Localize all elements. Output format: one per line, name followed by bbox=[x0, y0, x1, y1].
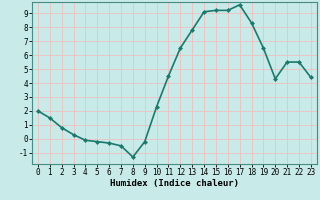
X-axis label: Humidex (Indice chaleur): Humidex (Indice chaleur) bbox=[110, 179, 239, 188]
